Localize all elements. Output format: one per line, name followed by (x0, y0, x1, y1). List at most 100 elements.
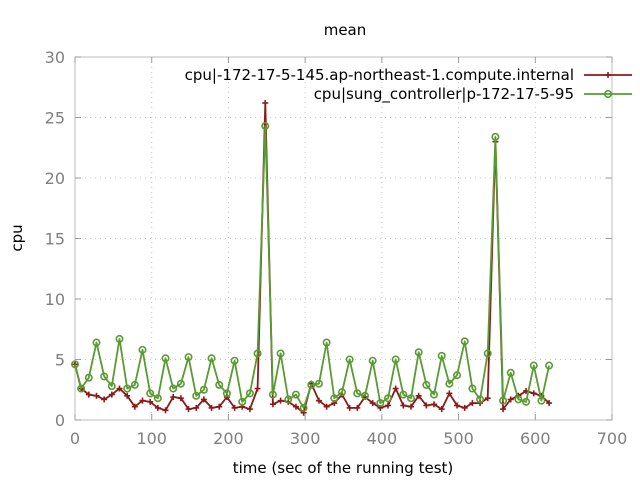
series-2-point-32 (314, 379, 323, 388)
series-1-point-41 (384, 402, 391, 409)
series-2-point-50 (453, 371, 462, 380)
series-1-point-9 (139, 397, 146, 404)
series-2-point-5 (107, 382, 116, 391)
series-2-point-44 (407, 394, 416, 403)
series-2-point-39 (368, 356, 377, 365)
series-1-point-14 (177, 395, 184, 402)
series-2-point-18 (207, 354, 216, 363)
series-2-point-19 (215, 380, 224, 389)
y-tick-label-2: 10 (45, 290, 65, 309)
series-2-point-14 (176, 379, 185, 388)
x-tick-label-6: 600 (520, 429, 551, 448)
series-2-point-38 (360, 391, 369, 400)
series-2-point-4 (100, 372, 109, 381)
y-tick-labels: 0 5 10 15 20 25 30 (45, 48, 65, 430)
series-1-point-27 (277, 397, 284, 404)
series-layer (71, 99, 554, 416)
series-1-point-47 (431, 401, 438, 408)
series-1-point-43 (400, 402, 407, 409)
x-axis-label: time (sec of the running test) (233, 459, 454, 477)
series-1-point-16 (193, 404, 200, 411)
legend-entry-2: cpu|sung_controller|p-172-17-5-95 (314, 85, 632, 104)
series-2-point-0 (71, 360, 80, 369)
series-2-point-56 (499, 396, 508, 405)
series-2-point-3 (92, 338, 101, 347)
legend-swatch-1 (584, 72, 632, 78)
series-2-point-36 (345, 355, 354, 364)
y-tick-label-1: 5 (55, 351, 65, 370)
series-2-point-55 (491, 132, 500, 141)
series-2-point-61 (537, 396, 546, 405)
series-1-point-46 (423, 402, 430, 409)
series-1-point-11 (154, 404, 161, 411)
series-2-point-28 (284, 395, 293, 404)
series-2-point-40 (376, 399, 385, 408)
series-2-point-1 (77, 384, 86, 393)
legend-label-2: cpu|sung_controller|p-172-17-5-95 (314, 85, 574, 104)
series-2-point-42 (391, 355, 400, 364)
series-2-point-45 (414, 348, 423, 357)
y-axis-label: cpu (8, 224, 26, 251)
series-2 (71, 121, 554, 412)
series-1-point-57 (507, 396, 514, 403)
series-2-point-35 (337, 388, 346, 397)
series-2-point-60 (529, 361, 538, 370)
series-1-point-33 (323, 403, 330, 410)
series-2-point-53 (476, 395, 485, 404)
x-tick-label-2: 200 (213, 429, 244, 448)
series-1-point-17 (200, 396, 207, 403)
series-1-point-39 (369, 400, 376, 407)
grid-lines (75, 57, 612, 420)
series-2-point-24 (253, 349, 262, 358)
series-1-point-56 (500, 406, 507, 413)
series-1-point-37 (354, 404, 361, 411)
series-1-point-8 (131, 403, 138, 410)
legend-entry-1: cpu|-172-17-5-145.ap-northeast-1.compute… (185, 66, 632, 84)
axis-ticks (74, 56, 613, 421)
series-1-point-36 (346, 404, 353, 411)
series-1-point-54 (484, 395, 491, 402)
series-2-point-7 (123, 384, 132, 393)
series-1-point-42 (392, 385, 399, 392)
series-2-point-29 (291, 390, 300, 399)
series-1-point-21 (231, 404, 238, 411)
series-2-point-16 (192, 391, 201, 400)
series-1-point-32 (315, 397, 322, 404)
series-2-point-43 (399, 390, 408, 399)
series-2-point-15 (184, 353, 193, 362)
series-2-point-6 (115, 334, 124, 343)
series-1-point-13 (170, 394, 177, 401)
x-tick-label-5: 500 (443, 429, 474, 448)
series-1-point-18 (208, 404, 215, 411)
series-2-point-33 (322, 338, 331, 347)
series-2-point-23 (245, 389, 254, 398)
series-2-point-47 (430, 390, 439, 399)
legend-label-1: cpu|-172-17-5-145.ap-northeast-1.compute… (185, 66, 574, 84)
series-1-point-26 (269, 401, 276, 408)
series-1-point-7 (124, 392, 131, 399)
series-1-point-60 (530, 390, 537, 397)
series-1-point-52 (469, 400, 476, 407)
series-1-point-5 (108, 391, 115, 398)
series-2-point-51 (460, 337, 469, 346)
series-2-point-27 (276, 349, 285, 358)
series-2-point-11 (153, 394, 162, 403)
series-1-point-24 (254, 385, 261, 392)
x-tick-labels: 0 100 200 300 400 500 600 700 (70, 429, 627, 448)
series-2-point-2 (84, 373, 93, 382)
series-2-point-58 (514, 395, 523, 404)
series-1-point-15 (185, 406, 192, 413)
y-tick-label-5: 25 (45, 109, 65, 128)
series-2-point-34 (330, 394, 339, 403)
series-2-point-57 (506, 368, 515, 377)
series-2-point-26 (268, 390, 277, 399)
series-2-point-17 (199, 385, 208, 394)
series-1-point-4 (101, 396, 108, 403)
series-1-point-10 (147, 398, 154, 405)
series-2-point-25 (261, 121, 270, 130)
series-2-point-48 (437, 351, 446, 360)
series-1-point-25 (262, 99, 269, 106)
series-1-point-3 (93, 392, 100, 399)
series-1-point-50 (454, 402, 461, 409)
